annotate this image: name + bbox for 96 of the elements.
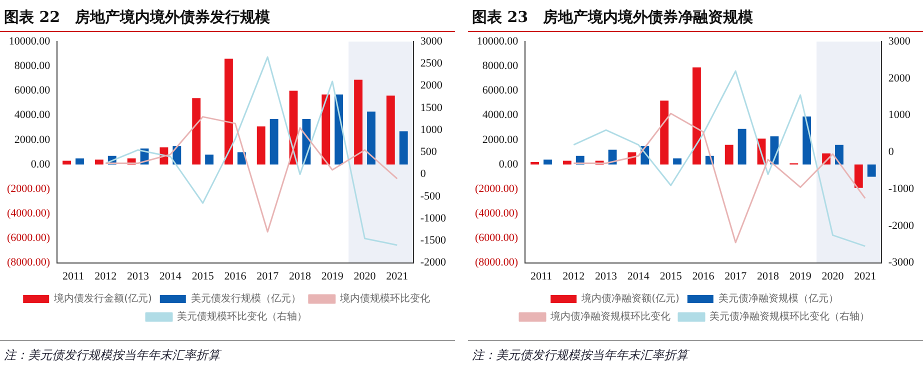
y-tick-label: (6000.00)	[475, 232, 518, 244]
y-tick-label: (2000.00)	[475, 182, 518, 195]
y2-tick-label: 0	[888, 146, 894, 158]
y-tick-label: 6000.00	[482, 84, 519, 97]
y2-tick-label: -500	[420, 190, 441, 202]
y2-tick-label: 0	[420, 168, 426, 180]
y-tick-label: (4000.00)	[475, 208, 518, 220]
x-tick-label: 2012	[562, 270, 585, 282]
y-tick-label: (8000.00)	[7, 256, 50, 269]
y-tick-label: 2000.00	[482, 134, 519, 146]
chart-title: 图表 22 房地产境内境外债券发行规模	[0, 0, 455, 32]
chart-title: 图表 23 房地产境内境外债券净融资规模	[468, 0, 923, 32]
x-tick-label: 2011	[62, 270, 84, 282]
legend-label: 美元债规模环比变化（右轴）	[177, 310, 307, 323]
bar	[205, 154, 214, 164]
x-tick-label: 2013	[127, 270, 150, 282]
y2-tick-label: 3000	[420, 35, 443, 48]
x-tick-label: 2011	[530, 270, 552, 282]
y2-tick-label: 500	[420, 146, 438, 158]
x-tick-label: 2019	[789, 270, 812, 282]
bar	[544, 160, 552, 164]
y2-tick-label: 2000	[420, 80, 443, 92]
bar	[94, 160, 104, 164]
x-tick-label: 2020	[354, 270, 376, 282]
bar	[76, 158, 84, 164]
y2-tick-label: 1000	[420, 124, 443, 136]
y2-tick-label: -1000	[888, 182, 914, 195]
bar	[724, 144, 734, 164]
x-tick-label: 2014	[627, 270, 650, 282]
bar	[692, 67, 701, 164]
y-tick-label: 4000.00	[482, 109, 519, 122]
y2-tick-label: -2000	[420, 256, 446, 269]
x-tick-label: 2013	[595, 270, 618, 282]
y-tick-label: (8000.00)	[475, 256, 518, 269]
bar	[835, 144, 844, 164]
x-tick-label: 2021	[854, 270, 876, 282]
y-tick-label: (6000.00)	[7, 232, 50, 244]
y-tick-label: 8000.00	[14, 60, 51, 72]
y-tick-label: 6000.00	[14, 84, 51, 97]
y-tick-label: 4000.00	[14, 109, 51, 122]
text: 注：美元债发行规模按当年年末汇率折算	[0, 340, 455, 370]
bar	[322, 94, 330, 164]
bar	[562, 160, 572, 164]
y2-tick-label: 2500	[420, 58, 443, 70]
y2-tick-label: 1500	[420, 102, 443, 114]
y-tick-label: 0.00	[30, 158, 51, 170]
y-tick-label: 8000.00	[482, 60, 519, 72]
x-tick-label: 2015	[192, 270, 214, 282]
x-tick-label: 2019	[321, 270, 344, 282]
bar	[867, 164, 876, 177]
bar	[62, 160, 72, 164]
bar	[256, 126, 266, 164]
x-tick-label: 2020	[822, 270, 844, 282]
y2-tick-label: 3000	[888, 35, 911, 48]
bar	[673, 158, 682, 164]
legend-label: 境内债净融资规模环比变化	[550, 310, 670, 323]
legend-label: 美元债净融资规模环比变化（右轴）	[710, 310, 870, 323]
y-tick-label: (4000.00)	[7, 208, 50, 220]
legend-label: 境内债规模环比变化	[338, 292, 430, 305]
x-tick-label: 2018	[288, 270, 312, 282]
bar	[192, 98, 201, 164]
legend-label: 美元债发行规模（亿元）	[190, 292, 301, 305]
bar	[386, 96, 395, 164]
bar	[802, 116, 812, 164]
bar	[738, 128, 746, 164]
y2-tick-label: -3000	[888, 256, 914, 269]
y-tick-label: 10000.00	[8, 35, 51, 48]
y-tick-label: 10000.00	[476, 35, 519, 48]
bar	[854, 164, 863, 188]
y-tick-label: (2000.00)	[7, 182, 50, 195]
y2-tick-label: -2000	[888, 220, 914, 232]
y2-tick-label: 1000	[888, 109, 911, 122]
x-tick-label: 2018	[756, 270, 780, 282]
y-tick-label: 2000.00	[14, 134, 51, 146]
x-tick-label: 2012	[94, 270, 117, 282]
legend-label: 境内债净融资额(亿元)	[580, 292, 680, 305]
x-tick-label: 2021	[386, 270, 408, 282]
bar	[224, 58, 233, 164]
x-tick-label: 2017	[724, 270, 748, 282]
bar	[270, 119, 278, 164]
y2-tick-label: -1500	[420, 234, 446, 247]
legend-label: 美元债净融资规模（亿元）	[718, 292, 838, 305]
x-tick-label: 2016	[692, 270, 715, 282]
y2-tick-label: 2000	[888, 72, 911, 84]
x-tick-label: 2014	[159, 270, 182, 282]
y2-tick-label: -1000	[420, 212, 446, 224]
x-tick-label: 2017	[256, 270, 280, 282]
text: 注：美元债发行规模按当年年末汇率折算	[468, 340, 923, 370]
x-tick-label: 2015	[660, 270, 682, 282]
bar	[660, 100, 669, 164]
x-tick-label: 2016	[224, 270, 247, 282]
bar	[354, 80, 362, 164]
bar	[399, 131, 408, 164]
bar	[367, 112, 376, 164]
y-tick-label: 0.00	[498, 158, 519, 170]
legend-label: 境内债发行金额(亿元)	[53, 292, 152, 305]
